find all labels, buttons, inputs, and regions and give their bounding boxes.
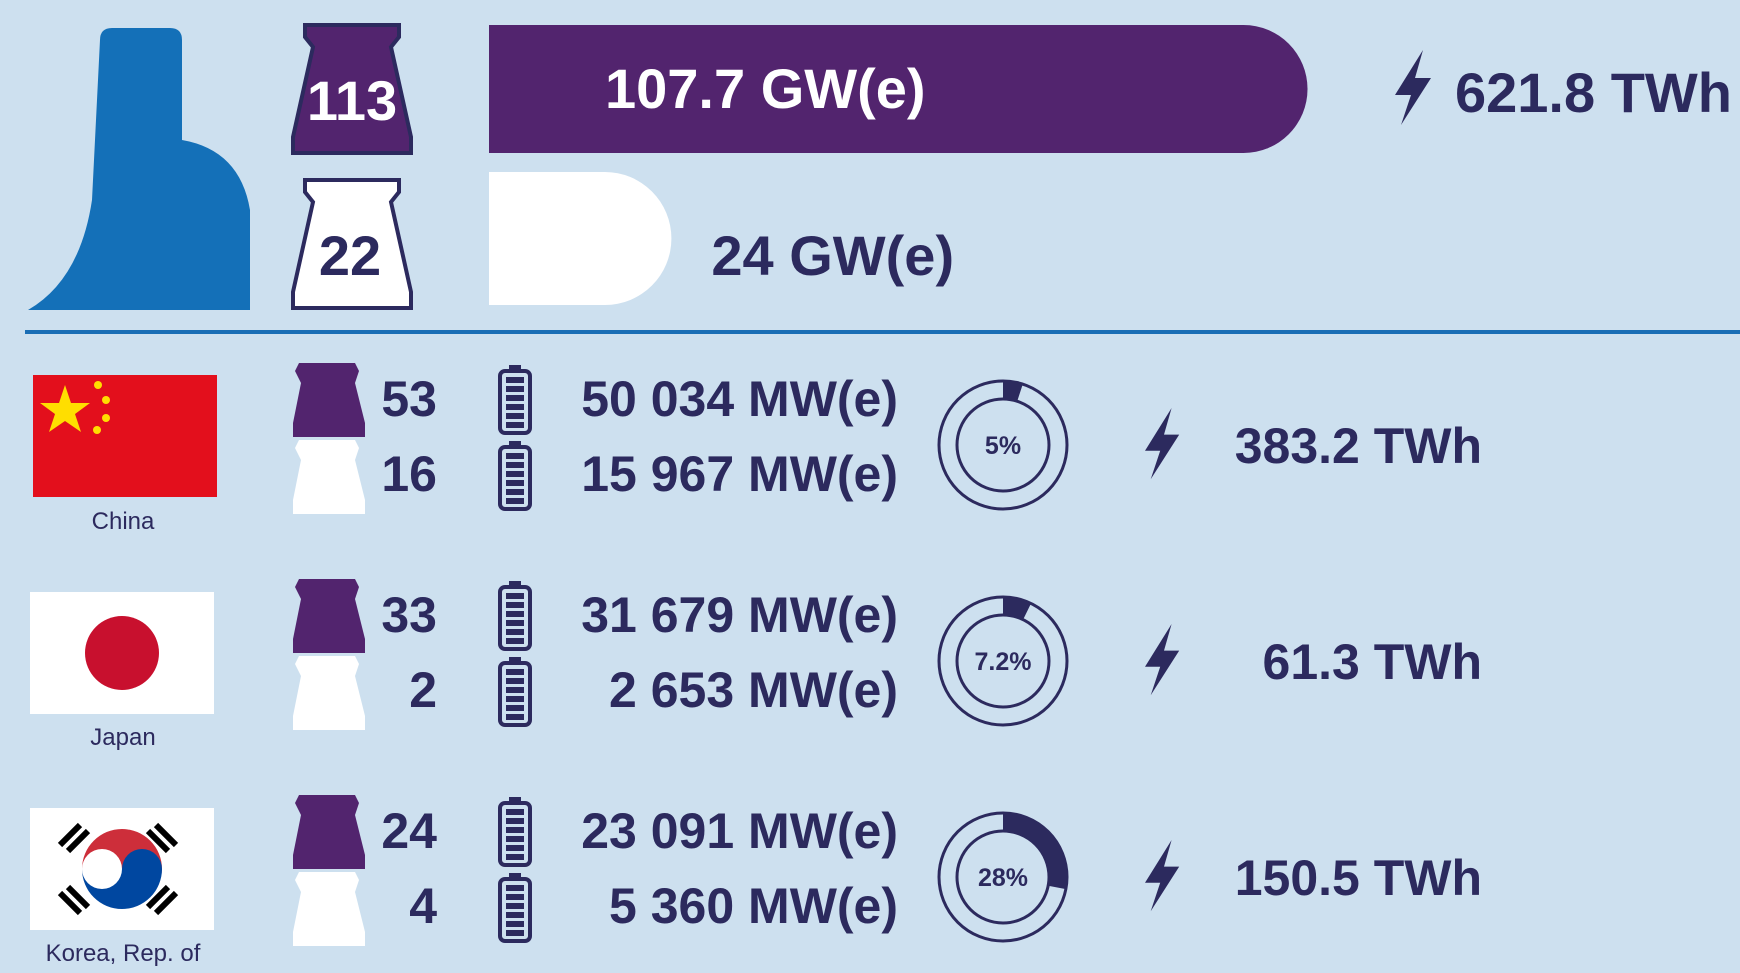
korea-flag — [30, 808, 214, 930]
bolt-icon — [1145, 624, 1180, 696]
battery-icon — [506, 818, 524, 824]
share-label: 5% — [985, 432, 1021, 460]
battery-icon — [506, 687, 524, 693]
capacity-label: 24 GW(e) — [711, 224, 954, 287]
battery-icon — [506, 921, 524, 927]
country-name: Korea, Rep. of — [46, 940, 201, 967]
share-arc — [939, 813, 1067, 941]
japan-flag — [30, 592, 214, 714]
capacity-bar — [489, 172, 672, 305]
bolt-icon — [1145, 840, 1180, 912]
battery-icon — [506, 480, 524, 486]
battery-icon — [506, 714, 524, 720]
generation: 61.3 TWh — [1263, 634, 1482, 690]
reactor-icon — [293, 656, 365, 730]
reactor-icon — [291, 23, 413, 155]
country-name: China — [92, 508, 155, 535]
reactor-icon — [293, 363, 365, 437]
battery-icon — [506, 593, 524, 599]
battery-icon — [506, 620, 524, 626]
reactor-icon — [293, 579, 365, 653]
battery-icon — [506, 809, 524, 815]
battery-icon — [506, 930, 524, 936]
reactor-count: 22 — [319, 224, 381, 287]
battery-icon — [506, 377, 524, 383]
battery-icon — [506, 678, 524, 684]
battery-icon — [506, 602, 524, 608]
reactor-icon — [293, 795, 365, 869]
battery-icon — [506, 611, 524, 617]
battery-icon — [506, 413, 524, 419]
capacity-label: 107.7 GW(e) — [605, 57, 926, 120]
battery-icon — [506, 827, 524, 833]
battery-icon — [506, 386, 524, 392]
battery-icon — [506, 845, 524, 851]
reactor-icon — [291, 178, 413, 310]
battery-icon — [506, 885, 524, 891]
reactor-count: 24 — [381, 803, 437, 859]
reactor-count: 16 — [381, 446, 437, 502]
battery-icon — [506, 912, 524, 918]
battery-icon — [506, 462, 524, 468]
battery-icon — [506, 836, 524, 842]
battery-icon — [506, 404, 524, 410]
battery-icon — [509, 441, 521, 447]
battery-icon — [506, 471, 524, 477]
generation: 383.2 TWh — [1235, 418, 1482, 474]
capacity: 50 034 MW(e) — [581, 371, 898, 427]
reactor-icon — [293, 872, 365, 946]
generation: 150.5 TWh — [1235, 850, 1482, 906]
battery-icon — [506, 498, 524, 504]
battery-icon — [506, 696, 524, 702]
reactor-count: 33 — [381, 587, 437, 643]
battery-icon — [506, 638, 524, 644]
capacity: 23 091 MW(e) — [581, 803, 898, 859]
capacity: 2 653 MW(e) — [609, 662, 898, 718]
bolt-icon — [1395, 50, 1431, 125]
battery-icon — [506, 894, 524, 900]
share-arc — [939, 381, 1067, 509]
capacity: 15 967 MW(e) — [581, 446, 898, 502]
battery-icon — [506, 453, 524, 459]
battery-icon — [509, 873, 521, 879]
reactor-count: 4 — [409, 878, 437, 934]
capacity-bar — [489, 25, 1308, 153]
share-arc — [939, 597, 1067, 725]
reactor-count: 2 — [409, 662, 437, 718]
china-flag — [33, 375, 217, 497]
battery-icon — [506, 669, 524, 675]
battery-icon — [509, 657, 521, 663]
reactor-count: 53 — [381, 371, 437, 427]
battery-icon — [506, 629, 524, 635]
capacity: 5 360 MW(e) — [609, 878, 898, 934]
battery-icon — [506, 395, 524, 401]
battery-icon — [506, 903, 524, 909]
capacity: 31 679 MW(e) — [581, 587, 898, 643]
battery-icon — [506, 854, 524, 860]
share-label: 28% — [978, 864, 1028, 892]
share-label: 7.2% — [975, 648, 1032, 676]
bolt-icon — [1145, 408, 1180, 480]
battery-icon — [509, 581, 521, 587]
tower — [28, 28, 250, 310]
battery-icon — [509, 797, 521, 803]
country-name: Japan — [90, 724, 155, 751]
battery-icon — [506, 705, 524, 711]
battery-icon — [506, 489, 524, 495]
reactor-count: 113 — [307, 69, 397, 132]
battery-icon — [509, 365, 521, 371]
generation: 621.8 TWh — [1455, 61, 1732, 124]
reactor-icon — [293, 440, 365, 514]
battery-icon — [506, 422, 524, 428]
